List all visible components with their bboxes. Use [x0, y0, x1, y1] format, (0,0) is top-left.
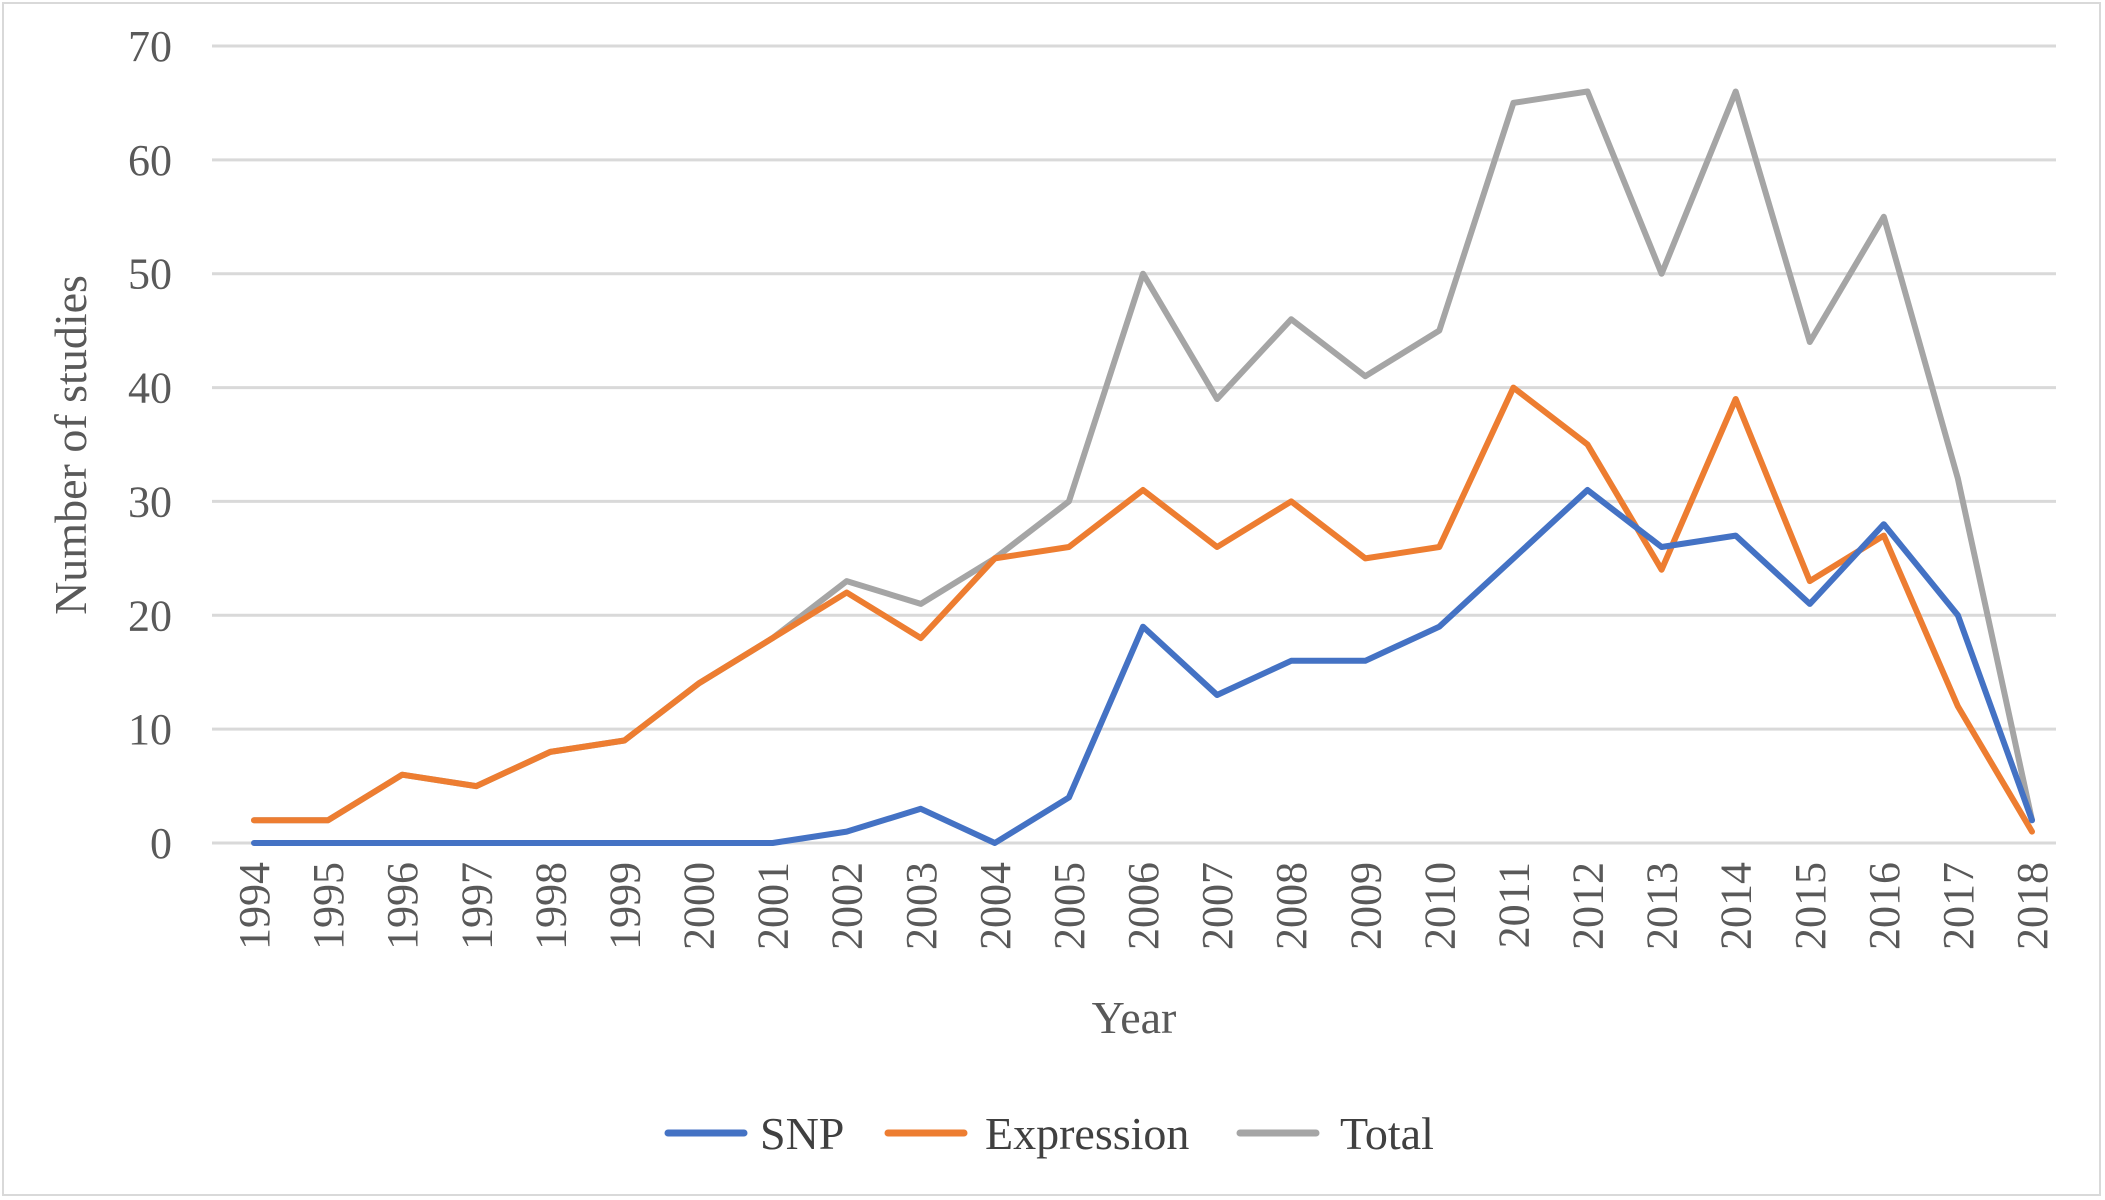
x-tick-label: 2006	[1119, 862, 1168, 950]
y-tick-label: 50	[128, 250, 172, 299]
x-tick-label: 2009	[1341, 862, 1390, 950]
x-tick-label: 2005	[1045, 862, 1094, 950]
y-tick-label: 10	[128, 705, 172, 754]
y-tick-label: 0	[150, 819, 172, 868]
x-tick-label: 2001	[749, 862, 798, 950]
legend-label-total: Total	[1340, 1108, 1434, 1159]
x-tick-label: 2008	[1267, 862, 1316, 950]
x-tick-label: 2002	[823, 862, 872, 950]
x-tick-label: 2013	[1638, 862, 1687, 950]
x-tick-label: 2012	[1564, 862, 1613, 950]
x-tick-label: 1996	[378, 862, 427, 950]
y-axis-title: Number of studies	[45, 275, 96, 615]
series-line-expression	[251, 384, 2035, 835]
y-tick-label: 40	[128, 364, 172, 413]
x-tick-label: 1999	[600, 862, 649, 950]
x-tick-label: 2015	[1786, 862, 1835, 950]
legend-label-snp: SNP	[760, 1108, 844, 1159]
x-tick-label: 2000	[675, 862, 724, 950]
x-tick-label: 2016	[1860, 862, 1909, 950]
series-line-snp	[251, 487, 2035, 846]
x-tick-label: 2011	[1489, 862, 1538, 948]
x-tick-label: 2010	[1415, 862, 1464, 950]
x-tick-label: 1998	[526, 862, 575, 950]
legend-label-expression: Expression	[985, 1108, 1189, 1159]
x-tick-label: 2007	[1193, 862, 1242, 950]
x-tick-label: 2018	[2008, 862, 2057, 950]
x-tick-label: 2003	[897, 862, 946, 950]
series-line-total	[251, 88, 2035, 824]
y-tick-label: 70	[128, 22, 172, 71]
gridlines	[212, 44, 2056, 845]
x-axis-ticks: 1994 1995 1996 1997 1998 1999 2000 2001 2002 2003…	[230, 862, 2057, 950]
x-tick-label: 2014	[1712, 862, 1761, 950]
x-tick-label: 1997	[452, 862, 501, 950]
x-tick-label: 2004	[971, 862, 1020, 950]
y-axis-ticks: 0 10 20 30 40 50 60 70	[128, 22, 172, 868]
y-tick-label: 30	[128, 477, 172, 526]
legend: SNP Expression Total	[664, 1108, 1434, 1159]
x-axis-title: Year	[1092, 992, 1177, 1043]
x-tick-label: 1995	[304, 862, 353, 950]
x-tick-label: 2017	[1934, 862, 1983, 950]
y-tick-label: 60	[128, 136, 172, 185]
series-lines	[251, 88, 2035, 846]
x-tick-label: 1994	[230, 862, 279, 950]
y-tick-label: 20	[128, 591, 172, 640]
